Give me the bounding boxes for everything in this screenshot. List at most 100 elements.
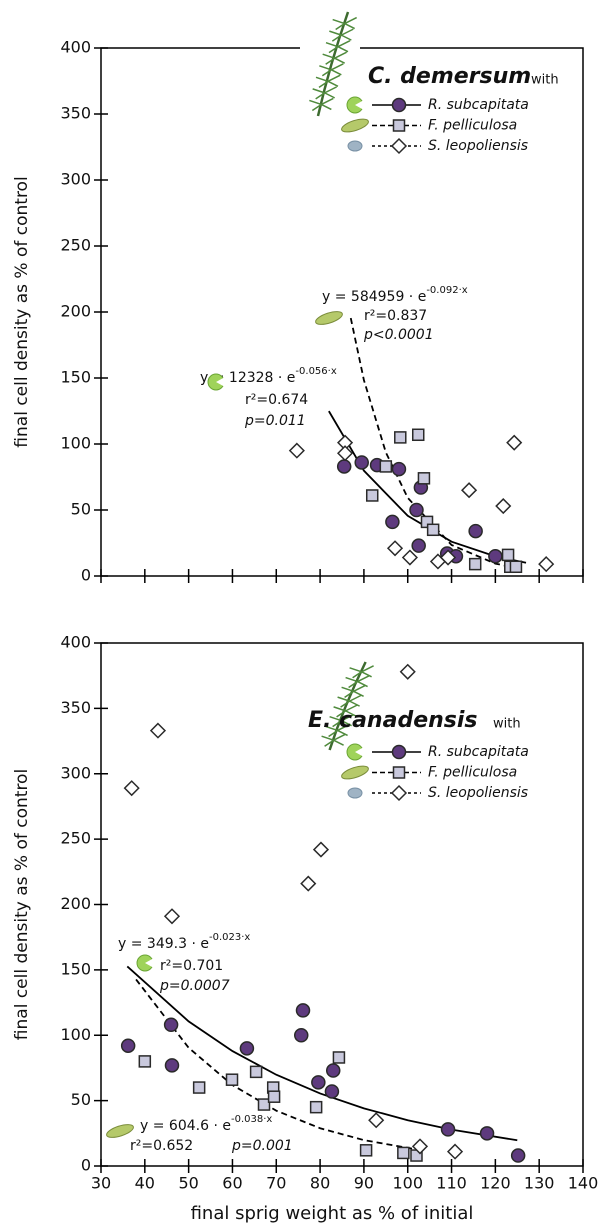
y-tick-label: 300 — [60, 170, 91, 189]
point — [501, 548, 515, 562]
fit-p: p=0.011 — [244, 413, 306, 429]
y-tick-label: 100 — [60, 1025, 91, 1044]
point — [359, 1144, 373, 1157]
plant — [309, 97, 334, 112]
legend-marker — [390, 784, 408, 802]
point — [332, 1051, 346, 1064]
x-tick-label: 80 — [310, 1174, 330, 1193]
point — [337, 445, 354, 462]
fit-equation-base: y = 584959 · e — [322, 289, 426, 305]
fit-p: p=0.0007 — [159, 978, 230, 994]
point — [267, 1090, 281, 1103]
legend-label: R. subcapitata — [428, 744, 529, 760]
plant — [345, 674, 370, 689]
alga-icon — [347, 787, 363, 799]
y-tick-label: 200 — [60, 894, 91, 913]
point — [468, 523, 483, 539]
point — [488, 548, 503, 564]
plant — [319, 63, 344, 77]
point — [439, 549, 457, 566]
legend-label: F. pelliculosa — [428, 118, 517, 134]
plant — [332, 16, 358, 31]
point — [397, 1146, 410, 1160]
fit-equation-base: y = 349.3 · e — [118, 936, 209, 952]
x-tick-label: 130 — [524, 1174, 555, 1193]
point — [440, 1122, 456, 1137]
y-tick-label: 150 — [60, 959, 91, 978]
y-tick-label: 400 — [60, 38, 91, 57]
plant — [341, 684, 366, 698]
x-tick-label: 120 — [480, 1174, 511, 1193]
y-tick-label: 0 — [81, 1156, 91, 1175]
point — [479, 1126, 495, 1141]
point — [138, 1055, 152, 1068]
legend-marker — [392, 766, 406, 779]
legend-marker — [392, 119, 406, 132]
point — [411, 1138, 429, 1155]
point — [300, 875, 317, 892]
point — [411, 428, 425, 442]
point — [506, 434, 523, 451]
plant — [322, 51, 348, 65]
fit-equation: y = 584959 · e-0.092·x — [322, 285, 468, 305]
y-axis-label: final cell density as % of control — [12, 769, 32, 1040]
plant — [337, 694, 362, 708]
point — [257, 1098, 271, 1111]
alga-icon — [355, 100, 364, 110]
fit-equation: y = 349.3 · e-0.023·x — [118, 932, 250, 952]
alga-icon — [355, 747, 364, 757]
alga-icon — [347, 140, 363, 152]
point — [394, 431, 407, 444]
legend-marker — [391, 97, 407, 113]
point — [149, 722, 167, 739]
point — [365, 489, 379, 502]
alga-icon — [341, 118, 369, 133]
y-tick-label: 400 — [60, 633, 91, 652]
point — [249, 1065, 263, 1079]
x-tick-label: 90 — [354, 1174, 374, 1193]
point — [411, 538, 426, 553]
point — [379, 460, 393, 473]
fit-equation-exponent: -0.092·x — [426, 285, 467, 296]
point — [325, 1063, 341, 1078]
fit-equation-exponent: -0.056·x — [295, 366, 336, 377]
x-tick-label: 60 — [222, 1174, 242, 1193]
y-tick-label: 250 — [60, 236, 91, 255]
plant — [325, 39, 351, 54]
point — [123, 780, 140, 797]
alga-icon — [341, 765, 369, 780]
panel-title-suffix: with — [493, 717, 521, 732]
fit-equation-exponent: -0.023·x — [209, 932, 250, 943]
point — [468, 557, 482, 571]
point — [509, 560, 523, 574]
fit-equation-exponent: -0.038·x — [231, 1114, 272, 1125]
fit-curve — [135, 978, 422, 1152]
fit-r2: r²=0.701 — [160, 958, 223, 974]
point — [385, 514, 400, 530]
y-tick-label: 200 — [60, 302, 91, 321]
x-tick-label: 70 — [266, 1174, 286, 1193]
panel-title: C. demersum — [368, 64, 531, 89]
y-tick-label: 350 — [60, 698, 91, 717]
x-tick-label: 110 — [436, 1174, 467, 1193]
fit-curve — [126, 965, 518, 1142]
point — [336, 459, 352, 474]
x-tick-label: 50 — [178, 1174, 198, 1193]
fit-curve — [349, 317, 518, 570]
point — [426, 523, 440, 537]
fit-p: p=0.001 — [231, 1138, 293, 1154]
x-axis-label: final sprig weight as % of initial — [191, 1203, 474, 1224]
point — [120, 1038, 136, 1053]
y-tick-label: 50 — [71, 500, 91, 519]
point — [409, 502, 424, 518]
point — [163, 1017, 179, 1033]
alga-icon — [315, 311, 343, 325]
fit-equation: y = 604.6 · e-0.038·x — [140, 1114, 272, 1134]
x-tick-label: 30 — [91, 1174, 111, 1193]
point — [399, 663, 416, 680]
fit-equation-base: y = 604.6 · e — [140, 1118, 231, 1134]
legend-label: S. leopoliensis — [428, 138, 528, 154]
point — [295, 1003, 311, 1018]
legend-label: F. pelliculosa — [428, 765, 517, 781]
